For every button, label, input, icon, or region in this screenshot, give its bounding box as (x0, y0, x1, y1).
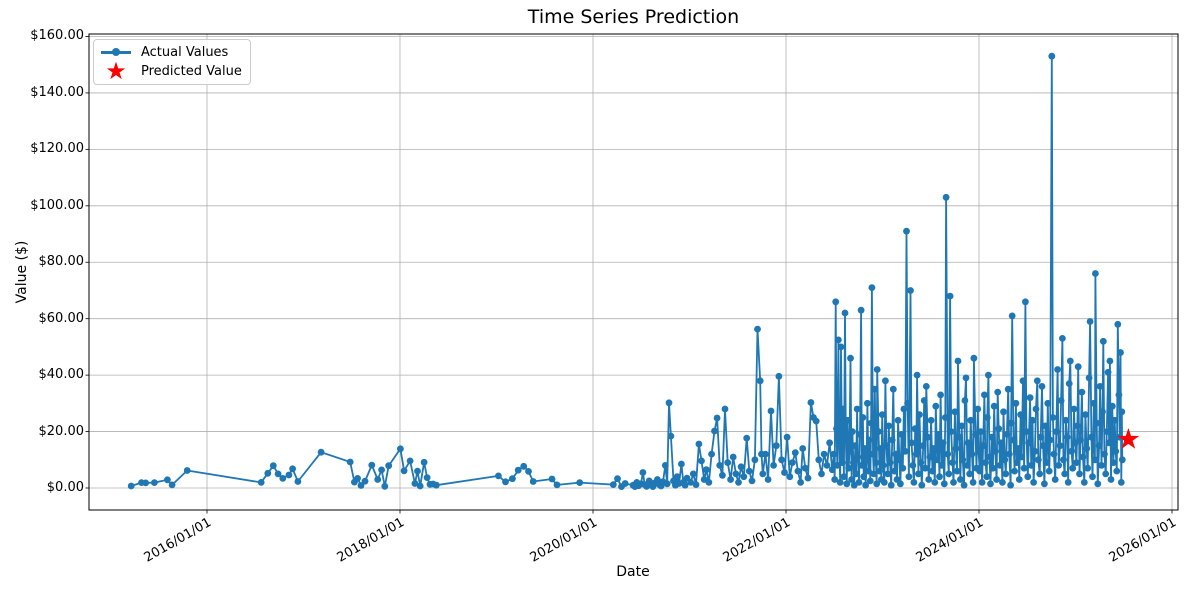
actual-values-line-marker-icon (101, 44, 131, 60)
chart-title: Time Series Prediction (527, 6, 740, 28)
y-tick-label: $20.00 (38, 423, 85, 439)
y-tick-label: $140.00 (30, 84, 84, 100)
legend-item-actual: Actual Values (101, 44, 243, 60)
y-tick-label: $0.00 (46, 480, 84, 495)
legend-item-predicted: ★ Predicted Value (101, 56, 243, 85)
y-tick-label: $80.00 (38, 254, 85, 270)
y-tick-label: $160.00 (30, 28, 84, 44)
x-axis-title: Date (616, 564, 650, 580)
y-tick-label: $100.00 (30, 197, 84, 213)
y-tick-label: $120.00 (30, 141, 84, 157)
legend-label-actual: Actual Values (141, 44, 229, 60)
predicted-value-star-icon: ★ (105, 56, 127, 85)
predicted-star-marker (1117, 428, 1140, 449)
legend: Actual Values ★ Predicted Value (93, 39, 251, 85)
y-axis-title: Value ($) (14, 240, 30, 304)
y-tick-label: $60.00 (38, 310, 85, 326)
y-tick-label: $40.00 (38, 367, 85, 383)
legend-label-predicted: Predicted Value (141, 64, 242, 80)
